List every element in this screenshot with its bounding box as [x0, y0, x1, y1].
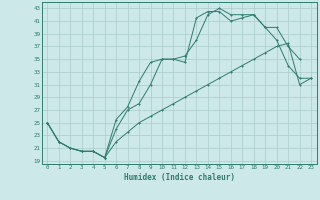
X-axis label: Humidex (Indice chaleur): Humidex (Indice chaleur) — [124, 173, 235, 182]
